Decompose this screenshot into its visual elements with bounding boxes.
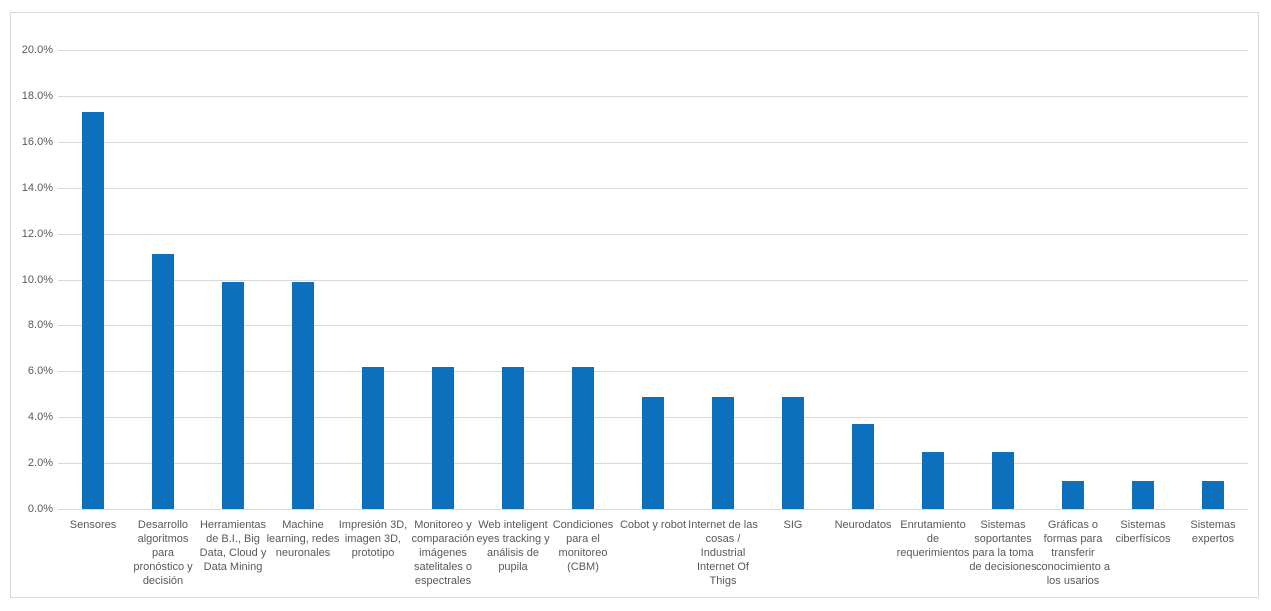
bar <box>852 424 874 509</box>
x-category-label: Machine learning, redes neuronales <box>266 519 340 559</box>
x-category-label: Sistemas ciberfísicos <box>1115 519 1171 545</box>
chart-frame: 0.0% 2.0% 4.0% 6.0% 8.0% 10.0% 12.0% 14.0% 16.0%… <box>10 12 1259 598</box>
x-category-label: SIG <box>783 519 803 531</box>
y-axis-tick-label: 6.0% <box>27 365 53 377</box>
y-axis-tick-label: 10.0% <box>21 274 53 286</box>
y-gridline <box>58 142 1248 143</box>
y-axis-tick-label: 8.0% <box>27 319 53 331</box>
y-gridline <box>58 509 1248 510</box>
bar <box>922 452 944 509</box>
x-category-label: Neurodatos <box>834 519 892 531</box>
bar <box>152 254 174 509</box>
x-category-label: Enrutamiento de requerimientos <box>896 519 970 559</box>
x-category-label: Impresión 3D, imagen 3D, prototipo <box>338 519 408 559</box>
x-category-label: Sistemas expertos <box>1190 519 1236 545</box>
bar <box>82 112 104 509</box>
x-category-label: Sensores <box>69 519 117 531</box>
y-gridline <box>58 96 1248 97</box>
x-category-label: Internet de las cosas / Industrial Inter… <box>688 519 758 587</box>
y-axis-tick-label: 4.0% <box>27 411 53 423</box>
x-category-label: Monitoreo y comparación imágenes satelit… <box>411 519 475 587</box>
bar <box>502 367 524 509</box>
x-category-label: Herramientas de B.I., Big Data, Cloud y … <box>199 519 267 573</box>
bar <box>222 282 244 509</box>
x-category-label: Cobot y robot <box>619 519 687 531</box>
y-axis-tick-label: 16.0% <box>21 136 53 148</box>
y-gridline <box>58 188 1248 189</box>
bar <box>1132 481 1154 509</box>
bar <box>1202 481 1224 509</box>
bar <box>712 397 734 509</box>
x-category-label: Web inteligent eyes tracking y análisis … <box>476 519 550 573</box>
x-category-label: Desarrollo algoritmos para pronóstico y … <box>133 519 193 587</box>
bar <box>432 367 454 509</box>
y-gridline <box>58 325 1248 326</box>
y-axis-tick-label: 2.0% <box>27 457 53 469</box>
y-axis-tick-label: 14.0% <box>21 182 53 194</box>
bar <box>782 397 804 509</box>
x-category-label: Gráficas o formas para transferir conoci… <box>1036 519 1110 587</box>
x-category-label: Sistemas soportantes para la toma de dec… <box>969 519 1037 573</box>
bar <box>642 397 664 509</box>
y-gridline <box>58 234 1248 235</box>
y-gridline <box>58 371 1248 372</box>
bar <box>362 367 384 509</box>
y-axis-tick-label: 12.0% <box>21 228 53 240</box>
bar <box>292 282 314 509</box>
y-axis-tick-label: 0.0% <box>27 503 53 515</box>
bar <box>572 367 594 509</box>
y-gridline <box>58 280 1248 281</box>
y-axis-tick-label: 18.0% <box>21 90 53 102</box>
x-category-label: Condiciones para el monitoreo (CBM) <box>552 519 614 573</box>
y-gridline <box>58 50 1248 51</box>
y-axis-tick-label: 20.0% <box>21 44 53 56</box>
bar <box>992 452 1014 509</box>
bar <box>1062 481 1084 509</box>
